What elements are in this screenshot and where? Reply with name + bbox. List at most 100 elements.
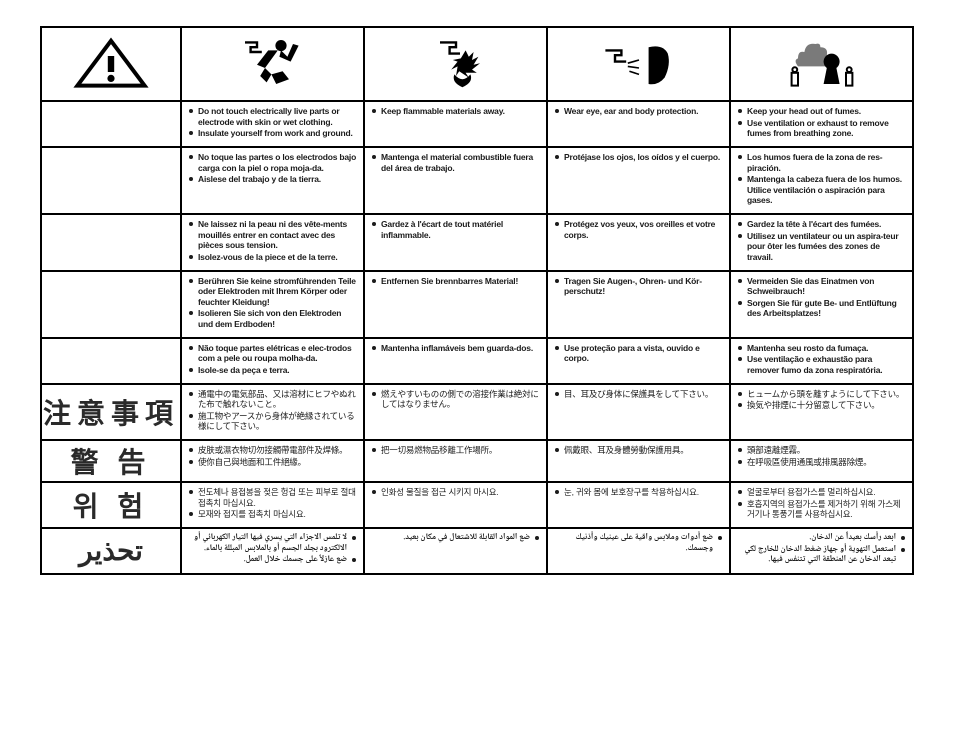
warning-item: Use ventilação e exhaustão para remover … xyxy=(737,354,906,375)
warning-item: ضع أدوات وملابس واقية على عينيك وأذنيك و… xyxy=(554,533,723,554)
warning-item: 燃えやすいものの側での溶接作業は絶対にしてはなりません。 xyxy=(371,389,540,410)
warning-item: 通電中の電気部品、又は溶材にヒフやぬれた布で触れないこと。 xyxy=(188,389,357,410)
warning-item: 모재와 접지를 접촉치 마십시요. xyxy=(188,509,357,520)
warning-item: Insulate yourself from work and ground. xyxy=(188,128,357,139)
warning-item: ابعد رأسك بعيداً عن الدخان. xyxy=(737,533,906,544)
warning-item: 호흡지역의 용접가스를 제거하기 위해 가스제거기나 통풍기를 사용하십시요. xyxy=(737,499,906,520)
warning-item: Aislese del trabajo y de la tierra. xyxy=(188,174,357,185)
cell-ja-3: ヒュームから頭を離すようにして下さい。換気や排煙に十分留意して下さい。 xyxy=(730,384,913,441)
cell-ar-0: لا تلمس الاجزاء التي يسري فيها التيار ال… xyxy=(181,528,364,574)
cell-pt-2: Use proteção para a vista, ouvido e corp… xyxy=(547,338,730,384)
warning-item: 目、耳及び身体に保護具をして下さい。 xyxy=(554,389,723,400)
row-label-ja: 注意事項 xyxy=(41,384,181,441)
cell-es-3: Los humos fuera de la zona de res-piraci… xyxy=(730,147,913,214)
warning-item: Use proteção para a vista, ouvido e corp… xyxy=(554,343,723,364)
warning-item: Mantenga el material combustible fuera d… xyxy=(371,152,540,173)
cell-zh-3: 頭部遠離煙霧。在呼吸區使用通風或排風器除煙。 xyxy=(730,440,913,482)
warning-item: Protégez vos yeux, vos oreilles et votre… xyxy=(554,219,723,240)
cell-de-1: Entfernen Sie brennbarres Material! xyxy=(364,271,547,338)
cell-ja-2: 目、耳及び身体に保護具をして下さい。 xyxy=(547,384,730,441)
warning-item: Isolieren Sie sich von den Elektroden un… xyxy=(188,308,357,329)
safety-warning-table: Do not touch electrically live parts or … xyxy=(40,26,914,575)
row-label-en xyxy=(41,101,181,147)
cell-zh-1: 把一切易燃物品移離工作場所。 xyxy=(364,440,547,482)
cell-fr-3: Gardez la tête à l'écart des fumées.Util… xyxy=(730,214,913,271)
warning-item: Vermeiden Sie das Einatmen von Schweibra… xyxy=(737,276,906,297)
warning-item: 把一切易燃物品移離工作場所。 xyxy=(371,445,540,456)
row-label-ko: 위 험 xyxy=(41,482,181,528)
cell-ja-1: 燃えやすいものの側での溶接作業は絶対にしてはなりません。 xyxy=(364,384,547,441)
warning-item: 使你自己與地面和工件絕緣。 xyxy=(188,457,357,468)
warning-item: Mantenha inflamáveis bem guarda-dos. xyxy=(371,343,540,354)
warning-item: Gardez à l'écart de tout matériel inflam… xyxy=(371,219,540,240)
warning-item: 頭部遠離煙霧。 xyxy=(737,445,906,456)
warning-item: 佩戴眼、耳及身體勞動保護用具。 xyxy=(554,445,723,456)
warning-item: Entfernen Sie brennbarres Material! xyxy=(371,276,540,287)
warning-item: Isolez-vous de la piece et de la terre. xyxy=(188,252,357,263)
cell-en-0: Do not touch electrically live parts or … xyxy=(181,101,364,147)
cell-fr-0: Ne laissez ni la peau ni des vête-ments … xyxy=(181,214,364,271)
warning-item: Utilisez un ventilateur ou un aspira-teu… xyxy=(737,231,906,263)
eye-protection-icon xyxy=(547,27,730,101)
cell-ko-0: 전도체나 용접봉을 젖은 헝겁 또는 피부로 절대 접촉치 마십시요.모재와 접… xyxy=(181,482,364,528)
cell-pt-1: Mantenha inflamáveis bem guarda-dos. xyxy=(364,338,547,384)
warning-item: Keep flammable materials away. xyxy=(371,106,540,117)
cell-de-0: Berühren Sie keine stromführenden Teile … xyxy=(181,271,364,338)
row-label-ar: تحذير xyxy=(41,528,181,574)
warning-item: 換気や排煙に十分留意して下さい。 xyxy=(737,400,906,411)
cell-de-3: Vermeiden Sie das Einatmen von Schweibra… xyxy=(730,271,913,338)
warning-item: استعمل التهوية أو جهاز ضغط الدخان للخارج… xyxy=(737,545,906,566)
row-label-fr xyxy=(41,214,181,271)
cell-pt-3: Mantenha seu rosto da fumaça.Use ventila… xyxy=(730,338,913,384)
warning-item: 눈, 귀와 몸에 보호장구를 착용하십시요. xyxy=(554,487,723,498)
warning-item: Wear eye, ear and body protection. xyxy=(554,106,723,117)
warning-item: Keep your head out of fumes. xyxy=(737,106,906,117)
warning-item: Gardez la tête à l'écart des fumées. xyxy=(737,219,906,230)
cell-en-3: Keep your head out of fumes.Use ventilat… xyxy=(730,101,913,147)
warning-item: Mantenga la cabeza fuera de los humos. U… xyxy=(737,174,906,206)
warning-item: Isole-se da peça e terra. xyxy=(188,365,357,376)
cell-de-2: Tragen Sie Augen-, Ohren- und Kör-persch… xyxy=(547,271,730,338)
cell-ar-3: ابعد رأسك بعيداً عن الدخان.استعمل التهوي… xyxy=(730,528,913,574)
warning-item: Tragen Sie Augen-, Ohren- und Kör-persch… xyxy=(554,276,723,297)
row-label-de xyxy=(41,271,181,338)
warning-item: Los humos fuera de la zona de res-piraci… xyxy=(737,152,906,173)
cell-ja-0: 通電中の電気部品、又は溶材にヒフやぬれた布で触れないこと。施工物やアースから身体… xyxy=(181,384,364,441)
warning-item: ضع المواد القابلة للاشتعال في مكان بعيد. xyxy=(371,533,540,544)
warning-item: Do not touch electrically live parts or … xyxy=(188,106,357,127)
warning-item: No toque las partes o los electrodos baj… xyxy=(188,152,357,173)
warning-item: Ne laissez ni la peau ni des vête-ments … xyxy=(188,219,357,251)
cell-fr-1: Gardez à l'écart de tout matériel inflam… xyxy=(364,214,547,271)
warning-item: Mantenha seu rosto da fumaça. xyxy=(737,343,906,354)
warning-item: لا تلمس الاجزاء التي يسري فيها التيار ال… xyxy=(188,533,357,554)
warning-item: Berühren Sie keine stromführenden Teile … xyxy=(188,276,357,308)
warning-item: 인화성 물질을 접근 시키지 마시요. xyxy=(371,487,540,498)
warning-icon xyxy=(41,27,181,101)
warning-item: 在呼吸區使用通風或排風器除煙。 xyxy=(737,457,906,468)
flammable-icon xyxy=(364,27,547,101)
cell-ar-1: ضع المواد القابلة للاشتعال في مكان بعيد. xyxy=(364,528,547,574)
row-label-es xyxy=(41,147,181,214)
cell-es-1: Mantenga el material combustible fuera d… xyxy=(364,147,547,214)
warning-item: Use ventilation or exhaust to remove fum… xyxy=(737,118,906,139)
cell-ar-2: ضع أدوات وملابس واقية على عينيك وأذنيك و… xyxy=(547,528,730,574)
warning-item: 전도체나 용접봉을 젖은 헝겁 또는 피부로 절대 접촉치 마십시요. xyxy=(188,487,357,508)
cell-ko-3: 얼굴로부터 용접가스를 멀리하십시요.호흡지역의 용접가스를 제거하기 위해 가… xyxy=(730,482,913,528)
warning-item: Sorgen Sie für gute Be- und Entlüftung d… xyxy=(737,298,906,319)
cell-es-0: No toque las partes o los electrodos baj… xyxy=(181,147,364,214)
warning-item: 얼굴로부터 용접가스를 멀리하십시요. xyxy=(737,487,906,498)
cell-fr-2: Protégez vos yeux, vos oreilles et votre… xyxy=(547,214,730,271)
cell-en-2: Wear eye, ear and body protection. xyxy=(547,101,730,147)
warning-item: Não toque partes elétricas e elec-trodos… xyxy=(188,343,357,364)
warning-item: 施工物やアースから身体が絶縁されている様にして下さい。 xyxy=(188,411,357,432)
row-label-pt xyxy=(41,338,181,384)
cell-zh-0: 皮肤或濕衣物切勿接觸帶電部件及焊條。使你自己與地面和工件絕緣。 xyxy=(181,440,364,482)
cell-en-1: Keep flammable materials away. xyxy=(364,101,547,147)
cell-pt-0: Não toque partes elétricas e elec-trodos… xyxy=(181,338,364,384)
row-label-zh: 警 告 xyxy=(41,440,181,482)
fumes-icon xyxy=(730,27,913,101)
warning-item: 皮肤或濕衣物切勿接觸帶電部件及焊條。 xyxy=(188,445,357,456)
warning-item: ضع عازلاً على جسمك خلال العمل. xyxy=(188,555,357,566)
warning-item: ヒュームから頭を離すようにして下さい。 xyxy=(737,389,906,400)
cell-ko-2: 눈, 귀와 몸에 보호장구를 착용하십시요. xyxy=(547,482,730,528)
